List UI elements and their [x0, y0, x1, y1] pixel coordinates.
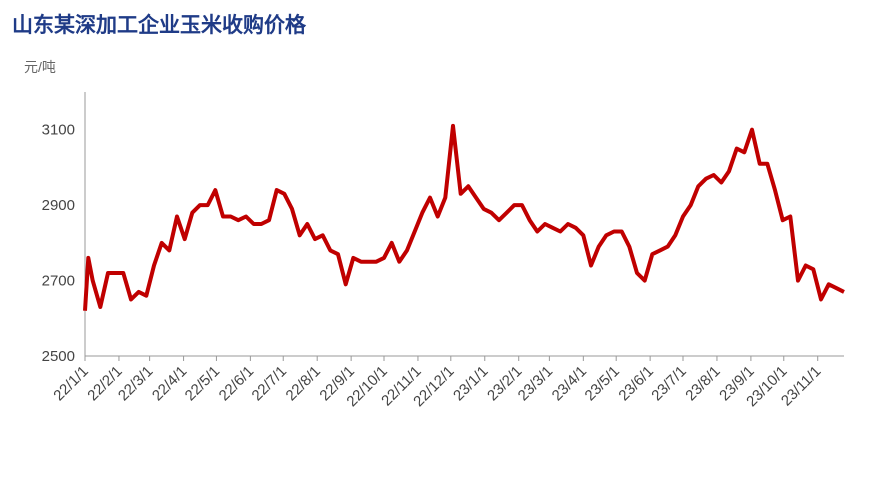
x-tick-label: 22/3/1 — [115, 363, 157, 405]
y-axis-unit: 元/吨 — [24, 59, 56, 75]
x-tick-label: 23/8/1 — [682, 363, 724, 405]
x-tick-label: 22/6/1 — [216, 363, 258, 405]
x-tick-label: 23/6/1 — [615, 363, 657, 405]
chart-title: 山东某深加工企业玉米收购价格 — [12, 13, 307, 37]
y-tick-label: 2900 — [42, 197, 75, 214]
x-tick-label: 23/7/1 — [648, 363, 690, 405]
x-tick-label: 22/7/1 — [249, 363, 291, 405]
y-tick-label: 2700 — [42, 273, 75, 290]
line — [83, 123, 845, 311]
x-tick-label: 23/4/1 — [549, 363, 591, 405]
x-tick-label: 22/8/1 — [282, 363, 324, 405]
x-tick-label: 22/4/1 — [149, 363, 191, 405]
y-tick-label: 2500 — [42, 348, 75, 365]
x-tick-label: 23/1/1 — [450, 363, 492, 405]
x-tick-label: 23/5/1 — [581, 363, 623, 405]
y-tick-label: 3100 — [42, 122, 75, 139]
x-tick-label: 22/1/1 — [50, 363, 92, 405]
x-tick-label: 22/5/1 — [182, 363, 224, 405]
x-tick-label: 23/3/1 — [515, 363, 557, 405]
